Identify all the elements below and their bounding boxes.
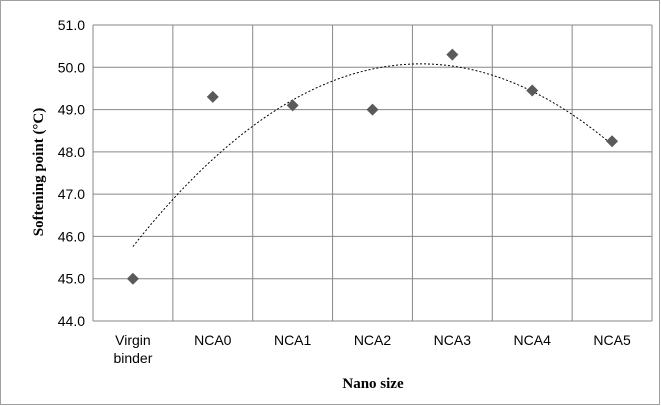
data-point <box>206 90 219 103</box>
x-tick-label: NCA5 <box>593 332 631 348</box>
data-point <box>286 99 299 112</box>
x-axis-title: Nano size <box>342 376 404 392</box>
data-point <box>126 272 139 285</box>
data-point <box>606 135 619 148</box>
data-point <box>366 103 379 116</box>
x-tick-label: NCA3 <box>434 332 472 348</box>
x-tick-label: Virgin binder <box>113 332 152 366</box>
y-tick-label: 50.0 <box>58 59 85 75</box>
data-point <box>526 84 539 97</box>
y-tick-label: 44.0 <box>58 313 85 329</box>
y-tick-label: 48.0 <box>58 144 85 160</box>
y-tick-label: 51.0 <box>58 17 85 33</box>
y-tick-label: 46.0 <box>58 228 85 244</box>
data-point <box>446 48 459 61</box>
y-axis-title: Softening point (°C) <box>31 108 47 237</box>
y-tick-labels: 44.0 45.0 46.0 47.0 48.0 49.0 50.0 51.0 <box>58 17 85 329</box>
x-tick-label: NCA0 <box>194 332 232 348</box>
x-tick-label: NCA2 <box>354 332 392 348</box>
x-tick-labels: Virgin binder NCA0 NCA1 NCA2 NCA3 NCA4 NCA5 <box>113 332 630 366</box>
y-tick-label: 45.0 <box>58 271 85 287</box>
x-tick-label: NCA4 <box>514 332 552 348</box>
x-tick-label: NCA1 <box>274 332 312 348</box>
y-tick-label: 49.0 <box>58 102 85 118</box>
data-points <box>126 48 619 285</box>
y-tick-label: 47.0 <box>58 186 85 202</box>
